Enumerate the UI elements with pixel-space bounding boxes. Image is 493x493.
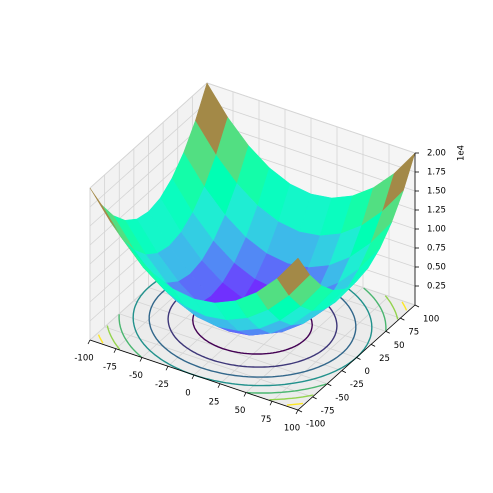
tick-mark bbox=[191, 374, 195, 380]
y-tick-label: 25 bbox=[379, 354, 390, 364]
y-tick-label: 50 bbox=[394, 341, 405, 351]
x-tick-label: 75 bbox=[261, 415, 272, 425]
x-tick-label: -100 bbox=[74, 354, 93, 364]
grid-line bbox=[89, 120, 208, 227]
y-tick-label: -75 bbox=[321, 406, 335, 416]
tick-mark bbox=[327, 383, 332, 387]
z-tick-label: 0.50 bbox=[427, 263, 446, 273]
z-tick-label: 2.00 bbox=[427, 149, 446, 159]
grid-line bbox=[89, 101, 208, 208]
x-tick-label: 50 bbox=[235, 406, 246, 416]
grid-line bbox=[206, 101, 416, 173]
tick-mark bbox=[243, 392, 247, 397]
z-tick-label: 1.25 bbox=[427, 206, 446, 216]
tick-mark bbox=[400, 317, 405, 321]
tick-mark bbox=[385, 330, 390, 334]
z-tick-label: 1.50 bbox=[427, 187, 446, 197]
tick-mark bbox=[356, 357, 361, 360]
tick-mark bbox=[414, 304, 420, 308]
x-tick-label: 25 bbox=[209, 397, 220, 407]
grid-line bbox=[89, 82, 208, 189]
z-tick-label: 0.75 bbox=[427, 244, 446, 254]
tick-mark bbox=[370, 344, 376, 347]
contour-line bbox=[132, 258, 373, 387]
y-tick-label: 0 bbox=[365, 367, 370, 377]
grid-line bbox=[206, 120, 416, 192]
z-tick-label: 1.75 bbox=[427, 168, 446, 178]
y-tick-label: 75 bbox=[408, 328, 419, 338]
y-tick-label: -50 bbox=[335, 393, 349, 403]
tick-mark bbox=[295, 409, 299, 415]
tick-mark bbox=[165, 366, 169, 371]
tick-mark bbox=[113, 348, 117, 353]
tick-mark bbox=[312, 396, 317, 400]
grid-line bbox=[206, 82, 416, 154]
tick-mark bbox=[269, 401, 273, 406]
contour-line bbox=[148, 267, 357, 378]
tick-mark bbox=[341, 370, 347, 373]
z-tick-label: 0.25 bbox=[427, 282, 446, 292]
x-tick-label: -50 bbox=[129, 371, 143, 381]
tick-mark bbox=[87, 339, 91, 345]
surface-patch bbox=[276, 257, 311, 296]
z-tick-label: 1.00 bbox=[427, 225, 446, 235]
tick-mark bbox=[217, 383, 221, 388]
y-tick-label: -100 bbox=[306, 420, 325, 430]
z-offset-label: 1e4 bbox=[457, 145, 467, 161]
x-tick-label: -75 bbox=[103, 362, 117, 372]
tick-mark bbox=[297, 409, 303, 413]
tick-mark bbox=[139, 357, 143, 362]
y-tick-label: -25 bbox=[350, 380, 364, 390]
x-tick-label: 100 bbox=[284, 424, 300, 434]
x-tick-label: -25 bbox=[155, 380, 169, 390]
x-tick-label: 0 bbox=[185, 389, 190, 399]
y-tick-label: 100 bbox=[423, 315, 439, 325]
